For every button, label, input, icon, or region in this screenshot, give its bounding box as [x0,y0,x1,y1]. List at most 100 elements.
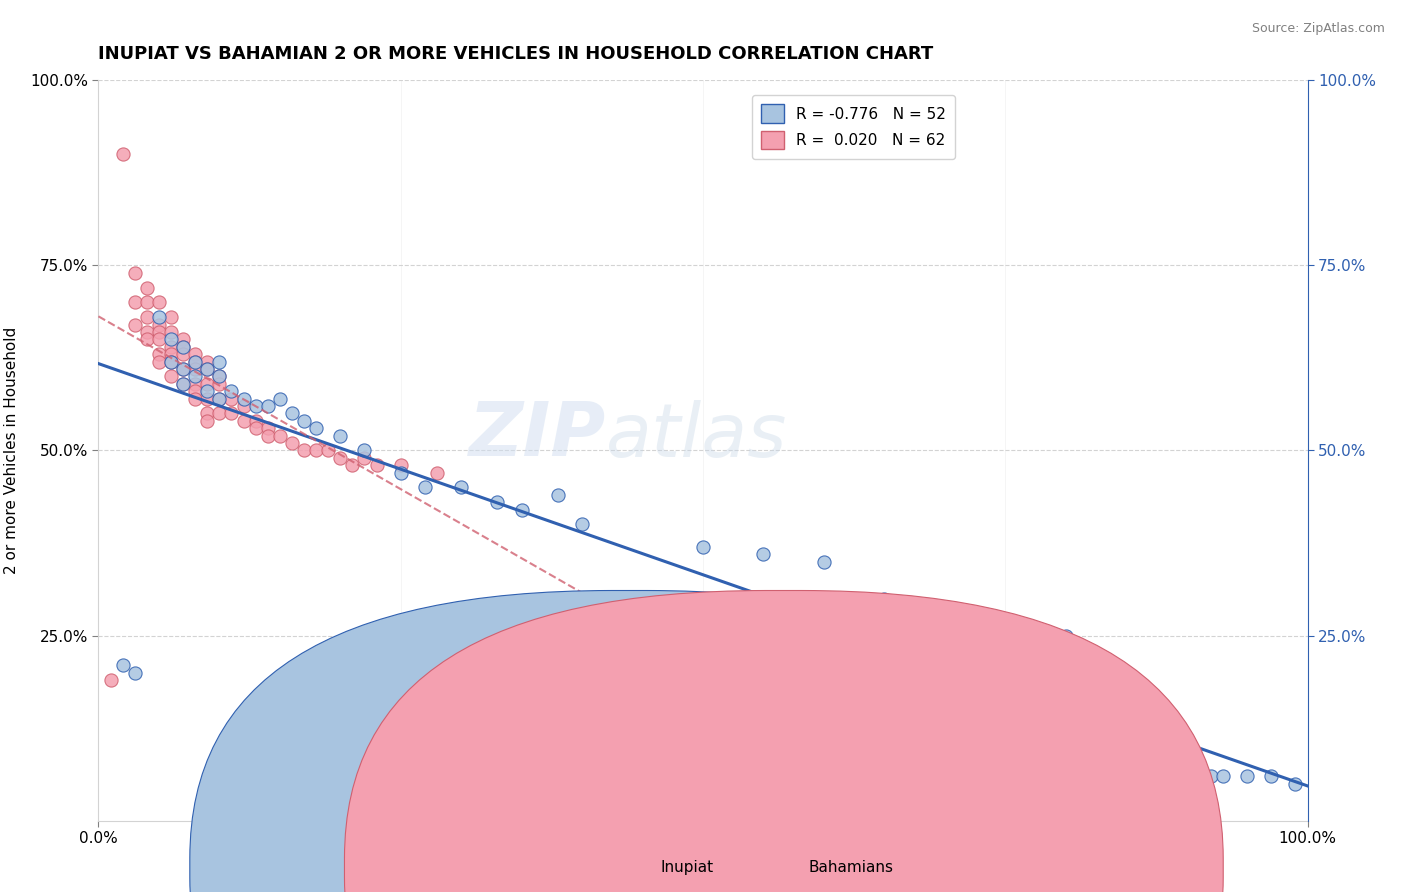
Point [208,392,231,406]
Point [547,488,569,502]
Point [256,399,278,413]
Point [221,407,243,421]
Point [221,384,243,399]
Point [148,347,170,361]
Point [245,414,267,428]
Point [160,354,183,368]
Point [1260,769,1282,783]
Point [195,376,218,391]
Point [256,421,278,435]
Point [195,362,218,376]
Point [195,392,218,406]
Point [172,340,194,354]
Text: atlas: atlas [606,400,787,472]
Point [160,369,183,384]
Point [208,354,231,368]
Point [100,673,122,687]
Point [195,384,218,399]
Point [195,407,218,421]
Point [195,414,218,428]
Point [208,369,231,384]
Point [172,347,194,361]
Point [160,325,183,339]
Text: Bahamians: Bahamians [808,860,893,874]
Point [873,591,896,606]
Point [256,428,278,442]
Point [184,347,207,361]
Point [148,354,170,368]
Point [184,392,207,406]
Point [281,407,304,421]
Point [208,376,231,391]
Point [413,480,436,494]
Point [957,614,980,628]
Point [148,318,170,332]
Point [292,414,315,428]
Point [426,466,449,480]
Point [221,392,243,406]
Point [172,340,194,354]
Point [994,739,1017,754]
Point [245,421,267,435]
Point [329,450,352,465]
Point [184,384,207,399]
Point [1054,628,1077,642]
Point [135,280,157,294]
Point [1284,776,1306,791]
Text: INUPIAT VS BAHAMIAN 2 OR MORE VEHICLES IN HOUSEHOLD CORRELATION CHART: INUPIAT VS BAHAMIAN 2 OR MORE VEHICLES I… [98,45,934,63]
Point [934,650,956,665]
Point [486,495,509,509]
Point [208,392,231,406]
Point [135,332,157,346]
Point [366,458,388,473]
Point [135,310,157,325]
Point [692,540,714,554]
Point [135,295,157,310]
Point [111,147,134,161]
Point [111,658,134,673]
Point [1236,769,1258,783]
Point [1031,658,1053,673]
Point [1212,769,1234,783]
Point [510,502,533,516]
Point [172,362,194,376]
Point [342,458,364,473]
Point [160,340,183,354]
Point [305,443,328,458]
Legend: R = -0.776   N = 52, R =  0.020   N = 62: R = -0.776 N = 52, R = 0.020 N = 62 [752,95,955,159]
Point [269,392,291,406]
Point [148,325,170,339]
Point [184,362,207,376]
Text: Source: ZipAtlas.com: Source: ZipAtlas.com [1251,22,1385,36]
Point [124,318,146,332]
Point [135,325,157,339]
Point [184,376,207,391]
Point [752,547,775,561]
Point [172,376,194,391]
Point [195,362,218,376]
Point [1199,769,1222,783]
Point [172,362,194,376]
Point [305,421,328,435]
Point [160,347,183,361]
Point [269,428,291,442]
Point [1175,769,1198,783]
Point [910,658,932,673]
Point [353,450,375,465]
Point [184,354,207,368]
Point [571,517,593,532]
Point [160,354,183,368]
Point [148,295,170,310]
Point [124,266,146,280]
Point [389,458,412,473]
Point [172,332,194,346]
Point [353,443,375,458]
Point [1115,762,1137,776]
Point [232,392,254,406]
Point [232,414,254,428]
Point [148,310,170,325]
Point [389,466,412,480]
Point [172,376,194,391]
Point [1139,762,1161,776]
Point [316,443,339,458]
